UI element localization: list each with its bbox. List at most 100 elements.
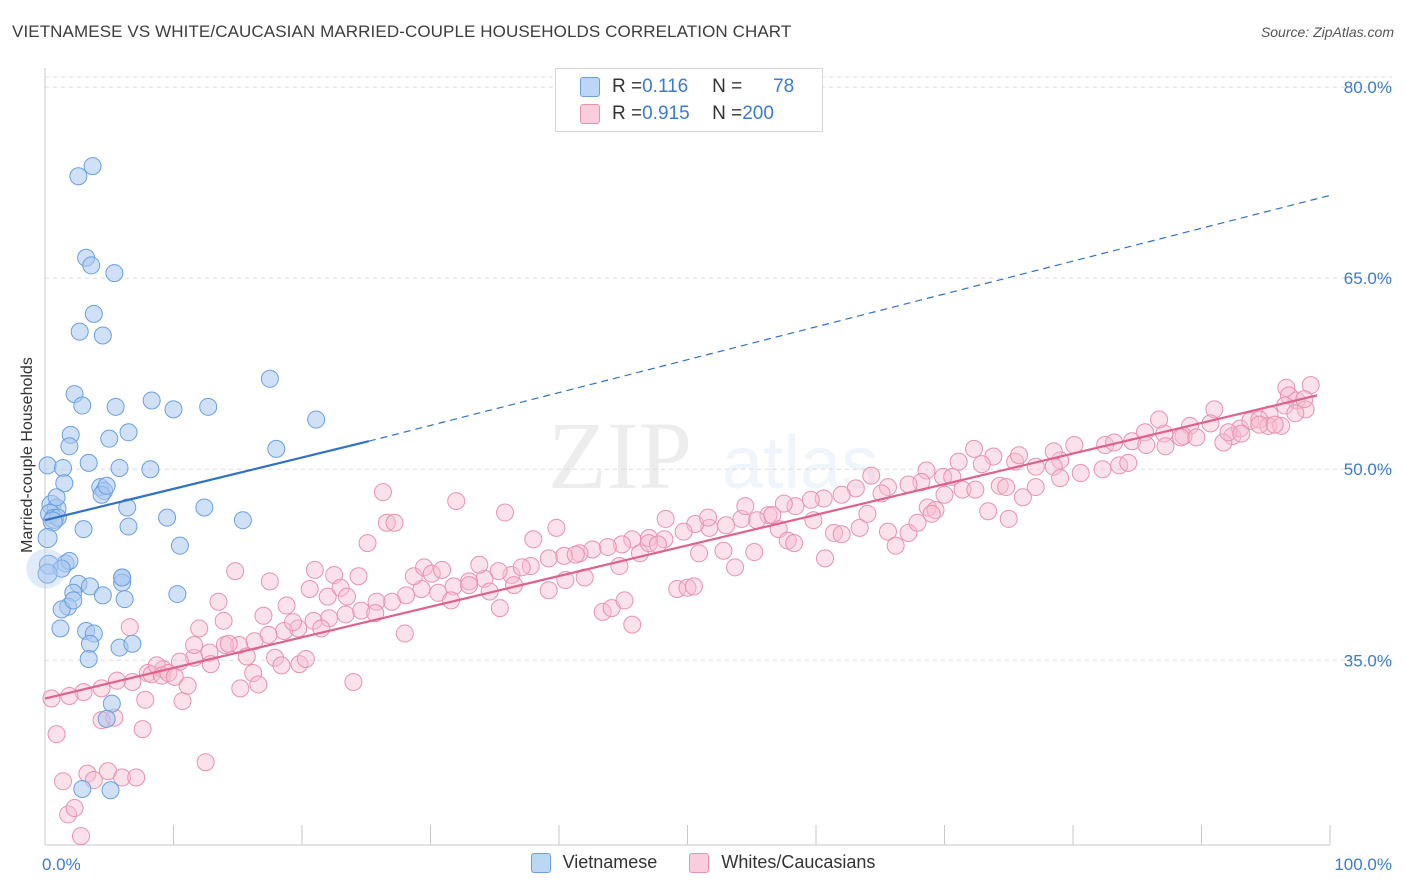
white-caucasian-point: [60, 686, 79, 705]
vietnamese-point: [158, 508, 177, 527]
white-caucasian-point: [908, 513, 927, 532]
white-caucasian-point: [714, 541, 733, 560]
white-caucasian-point: [717, 516, 736, 535]
x-tick-label: 0.0%: [42, 855, 81, 874]
white-caucasian-point: [639, 534, 658, 553]
white-caucasian-point: [862, 466, 881, 485]
vietnamese-point: [267, 439, 286, 458]
chart-title: VIETNAMESE VS WHITE/CAUCASIAN MARRIED-CO…: [12, 22, 792, 41]
white-caucasian-point: [337, 587, 356, 606]
vietnamese-point-cluster: [26, 548, 67, 589]
white-caucasian-point: [623, 530, 642, 549]
white-caucasian-point: [801, 490, 820, 509]
vietnamese-point: [168, 585, 187, 604]
white-caucasian-point: [373, 483, 392, 502]
white-caucasian-point: [899, 523, 918, 542]
vietnamese-trend-line: [44, 440, 370, 522]
white-caucasian-point: [922, 504, 941, 523]
white-caucasian-point: [366, 604, 385, 623]
series-legend-vietnamese[interactable]: Vietnamese: [530, 852, 657, 873]
legend-n-label: N =: [712, 76, 743, 97]
vietnamese-point: [80, 577, 99, 596]
white-caucasian-point: [1010, 446, 1029, 465]
vietnamese-point: [141, 460, 160, 479]
vietnamese-point: [55, 474, 74, 493]
y-tick-label: 50.0%: [1344, 460, 1392, 479]
white-caucasian-point: [745, 543, 764, 562]
series-name-white: Whites/Caucasians: [721, 852, 876, 872]
white-caucasian-point: [990, 476, 1009, 495]
white-caucasian-point: [815, 549, 834, 568]
white-caucasian-point: [304, 611, 323, 630]
white-caucasian-point: [53, 772, 72, 791]
white-caucasian-point: [1071, 464, 1090, 483]
legend-r-label: R =: [612, 103, 643, 124]
white-caucasian-point: [878, 478, 897, 497]
vietnamese-trend-extension: [368, 194, 1331, 442]
white-caucasian-point: [555, 546, 574, 565]
series-swatch-white: [689, 852, 710, 873]
vietnamese-point: [74, 520, 93, 539]
white-caucasian-point: [358, 534, 377, 553]
vietnamese-point: [37, 528, 58, 549]
white-caucasian-point: [296, 650, 315, 669]
white-caucasian-point: [260, 572, 279, 591]
vietnamese-point: [170, 536, 189, 555]
white-caucasian-point: [190, 619, 209, 638]
white-caucasian-point: [878, 522, 897, 541]
legend-row-vietnamese: R = 0.116 N = 78: [580, 76, 794, 98]
white-caucasian-point: [593, 602, 612, 621]
white-caucasian-point: [539, 549, 558, 568]
white-caucasian-point: [917, 461, 936, 480]
white-caucasian-point: [1150, 410, 1169, 429]
white-caucasian-point: [71, 827, 90, 846]
legend-swatch-white: [580, 104, 600, 124]
white-caucasian-point: [547, 518, 566, 537]
white-caucasian-point: [1232, 424, 1251, 443]
white-caucasian-trend-line: [44, 394, 1318, 700]
white-caucasian-point: [566, 545, 585, 564]
y-tick-label: 80.0%: [1344, 78, 1392, 97]
white-caucasian-point: [42, 689, 61, 708]
white-caucasian-point: [966, 480, 985, 499]
white-caucasian-point: [656, 509, 675, 528]
vietnamese-point: [106, 397, 125, 416]
vietnamese-point: [233, 511, 252, 530]
vietnamese-point: [51, 619, 70, 638]
vietnamese-point: [38, 456, 57, 475]
white-caucasian-point: [949, 452, 968, 471]
watermark-zip: ZIP: [548, 402, 692, 509]
white-caucasian-point: [972, 455, 991, 474]
white-caucasian-point: [344, 672, 363, 691]
white-caucasian-point: [1250, 415, 1269, 434]
white-caucasian-point: [1171, 428, 1190, 447]
white-caucasian-point: [858, 504, 877, 523]
white-caucasian-point: [173, 692, 192, 711]
vietnamese-point: [69, 167, 88, 186]
vietnamese-point: [199, 397, 218, 416]
white-caucasian-point: [674, 522, 693, 541]
vietnamese-point: [73, 396, 92, 415]
white-caucasian-point: [997, 478, 1016, 497]
legend-r-value: 0.116: [642, 76, 689, 97]
white-caucasian-point: [747, 511, 766, 530]
white-caucasian-point: [598, 537, 617, 556]
vietnamese-point: [101, 781, 120, 800]
vietnamese-point: [84, 304, 103, 323]
white-caucasian-point: [489, 562, 508, 581]
white-caucasian-point: [512, 558, 531, 577]
white-caucasian-point: [214, 611, 233, 630]
white-caucasian-point: [352, 601, 371, 620]
white-caucasian-point: [231, 679, 250, 698]
white-caucasian-point: [254, 606, 273, 625]
white-caucasian-point: [1093, 460, 1112, 479]
white-caucasian-point: [785, 534, 804, 553]
vietnamese-point: [60, 437, 79, 456]
legend-swatch-vietnamese: [580, 77, 600, 97]
white-caucasian-point: [953, 480, 972, 499]
white-caucasian-point: [196, 753, 215, 772]
white-caucasian-point: [47, 725, 66, 744]
white-caucasian-point: [249, 675, 268, 694]
white-caucasian-point: [395, 624, 414, 643]
series-legend-white[interactable]: Whites/Caucasians: [689, 852, 875, 873]
